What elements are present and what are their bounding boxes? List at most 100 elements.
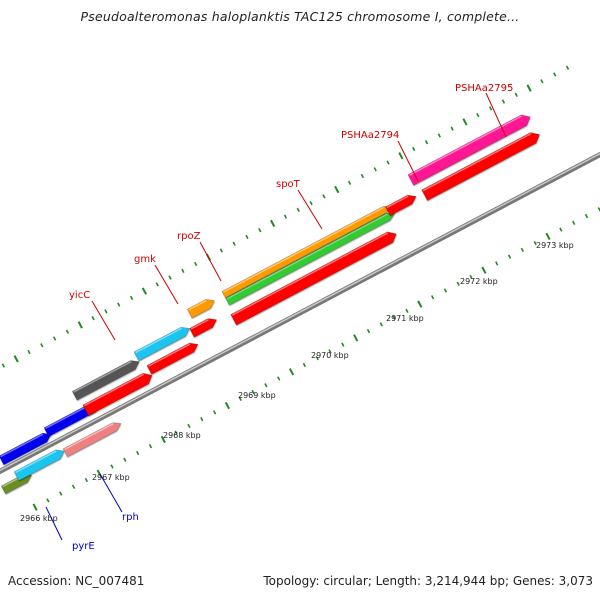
scale-tick xyxy=(288,368,295,376)
scale-ticks xyxy=(1,65,600,511)
scale-label-2967: 2967 kbp xyxy=(92,473,130,482)
gene-arrow[interactable] xyxy=(82,372,153,416)
gene-highlight xyxy=(226,213,388,300)
gene-arrow[interactable] xyxy=(13,449,65,482)
scale-tick xyxy=(212,410,217,415)
scale-tick xyxy=(412,146,416,152)
scale-label-group: 2966 kbp 2967 kbp 2968 kbp 2969 kbp 2970… xyxy=(20,241,574,523)
scale-tick xyxy=(194,261,198,267)
scale-label-2970: 2970 kbp xyxy=(311,351,349,360)
scale-tick xyxy=(84,477,89,483)
scale-label-2968: 2968 kbp xyxy=(163,431,201,440)
gene-arrow[interactable] xyxy=(421,132,540,201)
gene-arrow[interactable] xyxy=(230,231,397,326)
scale-tick xyxy=(424,140,429,145)
gene-highlight xyxy=(64,423,114,451)
gene-arrow[interactable] xyxy=(62,422,122,458)
scale-tick xyxy=(545,232,551,241)
scale-tick xyxy=(520,247,525,253)
gene-label-gmk: gmk xyxy=(134,254,156,265)
scale-tick xyxy=(360,173,365,179)
gene-arrow[interactable] xyxy=(225,212,396,306)
scale-tick xyxy=(46,498,50,503)
map-title: Pseudoalteromonas haloplanktis TAC125 ch… xyxy=(80,9,520,24)
scale-tick xyxy=(104,309,108,314)
scale-tick xyxy=(110,464,114,469)
scale-tick xyxy=(71,484,76,489)
scale-tick xyxy=(277,376,281,381)
gene-arrow[interactable] xyxy=(189,318,218,338)
scale-tick xyxy=(264,383,268,388)
scale-tick xyxy=(270,219,276,228)
gene-features xyxy=(0,114,540,495)
gene-label-spoT: spoT xyxy=(276,179,301,190)
scale-tick xyxy=(392,315,396,320)
scale-tick xyxy=(373,167,377,172)
scale-tick xyxy=(328,349,332,354)
scale-tick xyxy=(129,295,134,301)
gene-highlight xyxy=(15,450,57,474)
gene-label-rpoZ: rpoZ xyxy=(177,231,201,242)
scale-tick xyxy=(232,241,236,246)
scale-tick xyxy=(238,396,242,401)
scale-tick xyxy=(437,133,441,138)
scale-tick xyxy=(155,282,159,287)
scale-tick xyxy=(302,362,307,368)
scale-tick xyxy=(245,234,249,240)
scale-tick xyxy=(148,444,153,449)
scale-tick xyxy=(52,336,57,341)
gene-label-group: yicC gmk rpoZ spoT PSHAa2794 PSHAa2795 p… xyxy=(69,83,513,552)
gene-highlight xyxy=(84,373,144,407)
gene-label-yicC: yicC xyxy=(69,290,90,301)
accession-label: Accession: NC_007481 xyxy=(8,574,145,588)
gene-arrow[interactable] xyxy=(71,360,140,401)
gene-label-PSHAa2794: PSHAa2794 xyxy=(341,130,399,141)
gene-highlight xyxy=(73,360,132,393)
scale-tick xyxy=(540,79,544,84)
scale-tick xyxy=(13,355,19,363)
scale-tick xyxy=(65,329,70,334)
scale-tick xyxy=(469,274,473,280)
scale-tick xyxy=(174,430,178,435)
scale-tick xyxy=(495,261,499,266)
gene-arrow[interactable] xyxy=(385,194,417,217)
gene-highlight xyxy=(386,195,409,209)
gene-arrow[interactable] xyxy=(133,326,190,362)
scale-tick xyxy=(430,295,435,300)
gene-highlight xyxy=(223,206,384,293)
scale-tick xyxy=(353,334,359,342)
gene-highlight xyxy=(148,343,191,367)
gene-arrow[interactable] xyxy=(407,114,531,186)
gene-highlight xyxy=(0,433,44,458)
topology-label: Topology: circular; Length: 3,214,944 bp… xyxy=(263,574,593,588)
scale-tick xyxy=(91,316,95,321)
scale-tick xyxy=(462,118,468,126)
scale-tick xyxy=(533,240,537,246)
gene-arrow[interactable] xyxy=(186,299,215,319)
scale-tick xyxy=(168,275,172,280)
scale-tick xyxy=(565,65,570,70)
scale-tick xyxy=(405,308,409,313)
scale-tick xyxy=(379,322,383,327)
genome-backbone xyxy=(0,151,600,475)
scale-tick xyxy=(443,288,448,293)
gene-arrow[interactable] xyxy=(0,432,52,466)
scale-label-2966: 2966 kbp xyxy=(20,514,58,523)
scale-tick xyxy=(187,423,191,429)
gene-highlight xyxy=(188,299,207,311)
scale-tick xyxy=(1,363,5,368)
scale-tick xyxy=(559,227,563,232)
scale-tick xyxy=(398,152,404,160)
scale-tick xyxy=(219,248,223,253)
scale-tick xyxy=(488,106,493,111)
scale-tick xyxy=(160,435,166,444)
scale-tick xyxy=(322,194,326,199)
scale-tick xyxy=(296,207,300,213)
scale-tick xyxy=(507,254,512,259)
scale-label-2972: 2972 kbp xyxy=(460,277,498,286)
gene-highlight xyxy=(422,132,532,192)
scale-tick xyxy=(553,72,557,77)
scale-tick xyxy=(40,343,44,348)
gene-arrow[interactable] xyxy=(146,342,199,375)
scale-tick xyxy=(334,185,340,194)
